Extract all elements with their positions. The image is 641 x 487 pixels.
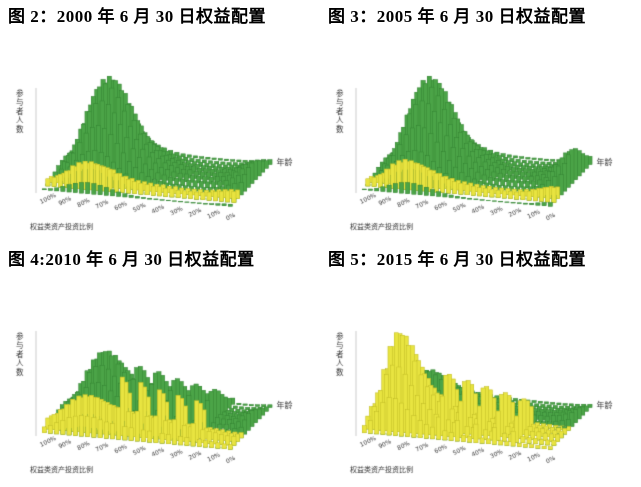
figure-3-title: 图 3：2005 年 6 月 30 日权益配置 xyxy=(328,7,586,26)
equity-allocation-3d-chart-2000 xyxy=(8,30,318,236)
figure-4-cell: 图 4:2010 年 6 月 30 日权益配置 xyxy=(0,243,320,487)
figure-5-title: 图 5：2015 年 6 月 30 日权益配置 xyxy=(328,250,586,269)
figure-4-title: 图 4:2010 年 6 月 30 日权益配置 xyxy=(8,250,255,269)
figure-2-title: 图 2：2000 年 6 月 30 日权益配置 xyxy=(8,7,266,26)
figure-2-cell: 图 2：2000 年 6 月 30 日权益配置 xyxy=(0,0,320,243)
figure-3-cell: 图 3：2005 年 6 月 30 日权益配置 xyxy=(320,0,641,243)
equity-allocation-3d-chart-2015 xyxy=(328,273,638,479)
equity-allocation-3d-chart-2005 xyxy=(328,30,638,236)
equity-allocation-3d-chart-2010 xyxy=(8,273,318,479)
figure-5-cell: 图 5：2015 年 6 月 30 日权益配置 xyxy=(320,243,641,487)
